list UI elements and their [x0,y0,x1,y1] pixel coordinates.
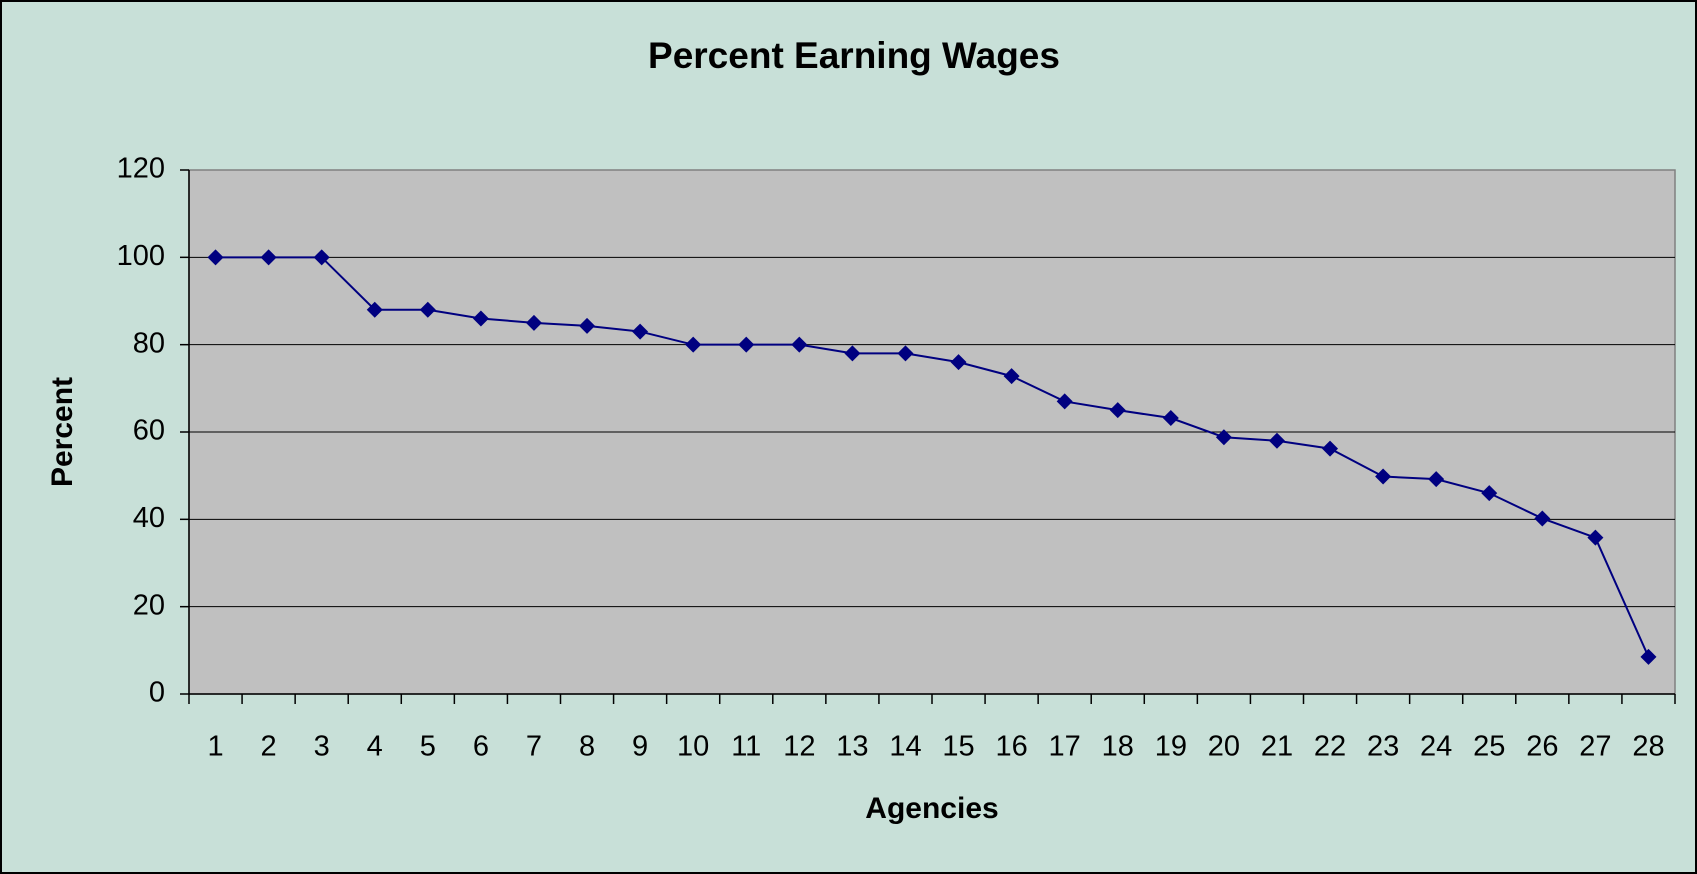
data-point [897,345,914,362]
data-point [207,249,224,266]
x-tick-label: 26 [1526,731,1558,763]
x-tick-label: 23 [1367,731,1399,763]
y-tick-label: 0 [149,677,165,709]
data-point [844,345,861,362]
x-tick-label: 8 [579,731,595,763]
data-point [366,301,383,318]
data-point [791,336,808,353]
x-tick-label: 11 [731,731,761,763]
data-point [1428,471,1445,488]
data-point [1056,393,1073,410]
y-tick-label: 80 [133,327,165,359]
x-tick-label: 18 [1102,731,1134,763]
x-tick-label: 3 [314,731,330,763]
data-point [1587,529,1604,546]
x-tick-label: 14 [889,731,921,763]
data-point [738,336,755,353]
x-tick-label: 12 [783,731,815,763]
data-point [1322,440,1339,457]
x-tick-label: 10 [677,731,709,763]
y-tick-label: 120 [117,153,165,185]
data-point [1162,410,1179,427]
x-tick-label: 16 [995,731,1027,763]
x-tick-label: 19 [1155,731,1187,763]
x-tick-label: 17 [1049,731,1081,763]
data-point [1268,432,1285,449]
x-axis-label: Agencies [865,792,998,825]
x-tick-label: 7 [526,731,542,763]
x-tick-label: 1 [207,731,223,763]
x-tick-label: 9 [632,731,648,763]
x-tick-label: 27 [1579,731,1611,763]
data-point [313,249,330,266]
data-point [1215,429,1232,446]
x-tick-label: 13 [836,731,868,763]
x-tick-label: 4 [367,731,383,763]
data-point [1003,368,1020,385]
data-point [1640,648,1657,665]
x-tick-label: 15 [942,731,974,763]
chart-title: Percent Earning Wages [648,35,1060,76]
data-point [950,354,967,371]
data-point [579,317,596,334]
y-tick-label: 40 [133,502,165,534]
x-tick-label: 21 [1261,731,1293,763]
x-tick-label: 2 [261,731,277,763]
x-tick-label: 6 [473,731,489,763]
data-point [419,301,436,318]
x-tick-label: 25 [1473,731,1505,763]
y-axis-label: Percent [46,377,79,487]
data-point [472,310,489,327]
x-tick-label: 20 [1208,731,1240,763]
data-point [1481,485,1498,502]
data-point [1109,402,1126,419]
x-tick-label: 28 [1632,731,1664,763]
x-tick-label: 22 [1314,731,1346,763]
data-point [1534,510,1551,527]
data-point [1375,468,1392,485]
x-tick-label: 5 [420,731,436,763]
data-point [260,249,277,266]
y-tick-label: 20 [133,589,165,621]
data-point [525,314,542,331]
y-tick-label: 60 [133,415,165,447]
y-tick-label: 100 [117,240,165,272]
x-tick-label: 24 [1420,731,1452,763]
data-point [632,323,649,340]
data-point [685,336,702,353]
series-line [215,256,1650,658]
